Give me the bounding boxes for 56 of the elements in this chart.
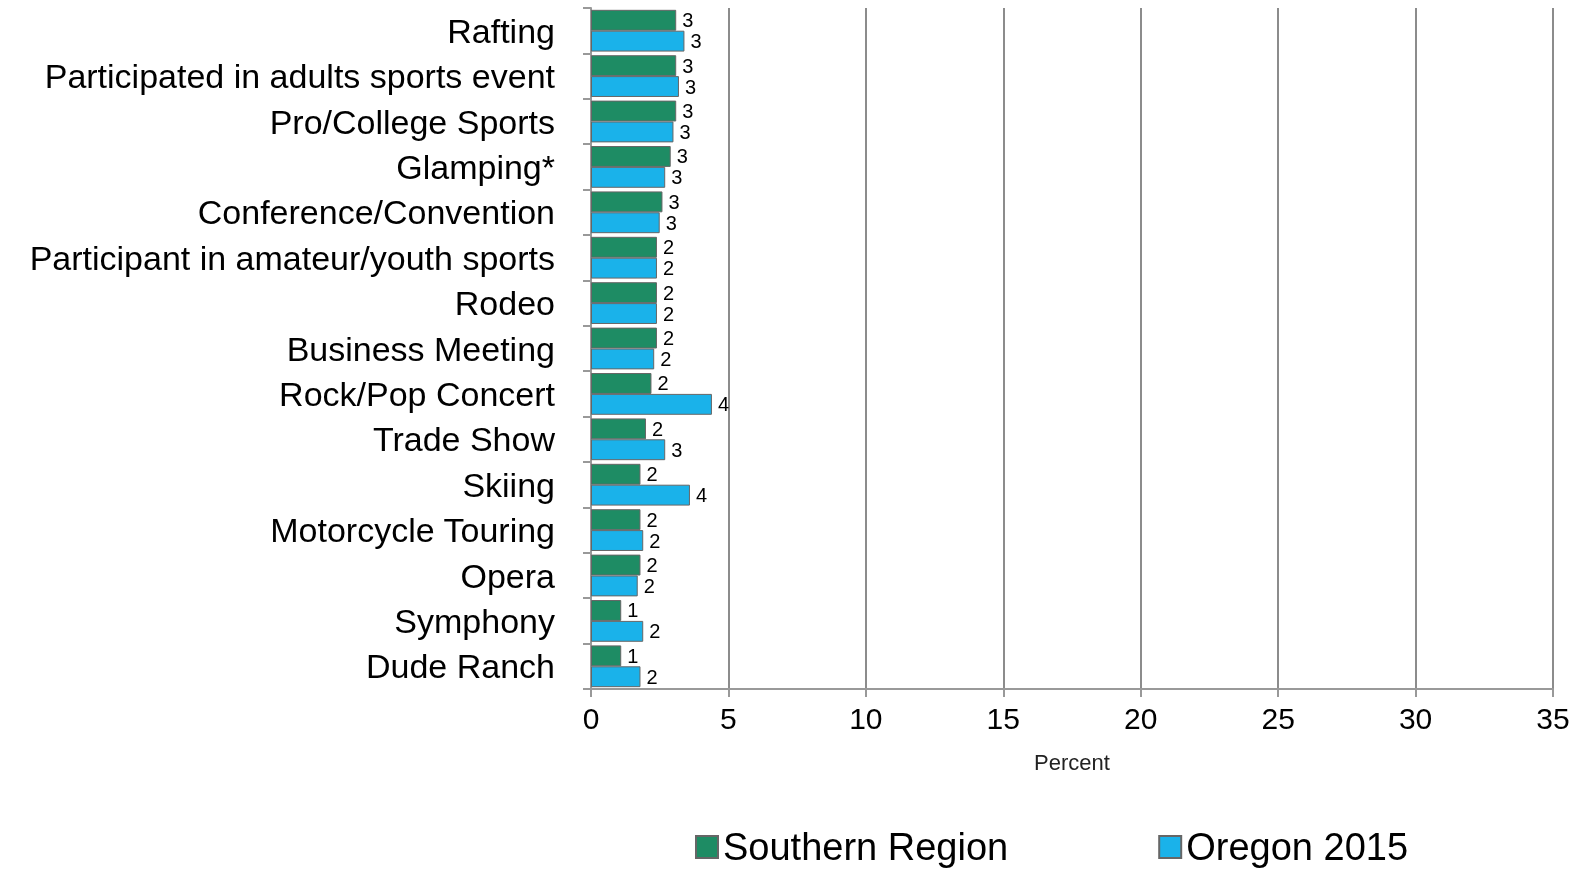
y-tick-label: Opera [460,556,556,595]
data-label: 3 [668,190,680,213]
legend-label: Oregon 2015 [1186,826,1409,868]
data-label: 4 [695,484,708,507]
x-tick-label: 20 [1124,701,1158,735]
x-tick-label: 35 [1536,701,1570,735]
data-label: 3 [679,120,691,143]
data-label: 3 [682,54,694,77]
y-tick-label: Glamping* [396,147,555,186]
data-label: 3 [690,30,702,53]
data-label: 2 [662,327,675,350]
data-label: 3 [684,75,697,98]
data-label: 2 [646,665,658,688]
legend-label: Southern Region [723,826,1009,868]
y-tick-label: Rock/Pop Concert [279,374,556,413]
data-label: 3 [676,145,688,168]
data-label: 3 [671,166,683,189]
data-label: 3 [682,9,694,32]
y-tick-label: Participated in adults sports event [44,57,556,96]
data-label: 2 [643,574,655,597]
data-label: 2 [649,620,661,643]
data-label: 2 [646,508,658,531]
y-tick-label: Pro/College Sports [269,102,555,141]
data-label: 2 [646,463,658,486]
data-label: 2 [649,529,661,552]
x-tick-label: 10 [849,701,883,735]
x-axis-title: Percent [1034,749,1110,775]
data-label: 2 [662,257,675,280]
data-label: 3 [665,211,677,234]
y-tick-label: Rafting [447,11,555,50]
data-label: 2 [662,302,675,325]
x-tick-label: 5 [720,701,737,735]
y-tick-label: Symphony [394,601,555,640]
y-tick-label: Trade Show [372,420,556,459]
data-label: 2 [660,347,672,370]
y-tick-label: Rodeo [454,284,555,323]
x-tick-label: 15 [986,701,1020,735]
data-label: 1 [627,644,639,667]
y-tick-label: Motorcycle Touring [270,511,555,550]
y-tick-label: Participant in amateur/youth sports [29,238,555,277]
data-label: 1 [627,599,639,622]
data-label: 2 [662,281,675,304]
data-label: 2 [651,417,664,440]
data-label: 3 [682,100,694,123]
x-tick-label: 0 [582,701,600,735]
data-label: 2 [657,372,669,395]
y-tick-label: Business Meeting [286,329,555,368]
data-label: 2 [662,236,675,259]
y-tick-label: Skiing [462,465,555,504]
y-tick-label: Dude Ranch [365,647,555,686]
data-label: 3 [671,438,683,461]
y-tick-label: Conference/Convention [197,193,555,232]
x-tick-label: 25 [1261,701,1295,735]
x-tick-label: 30 [1398,701,1433,735]
data-label: 2 [646,554,658,577]
data-label: 4 [717,393,730,416]
